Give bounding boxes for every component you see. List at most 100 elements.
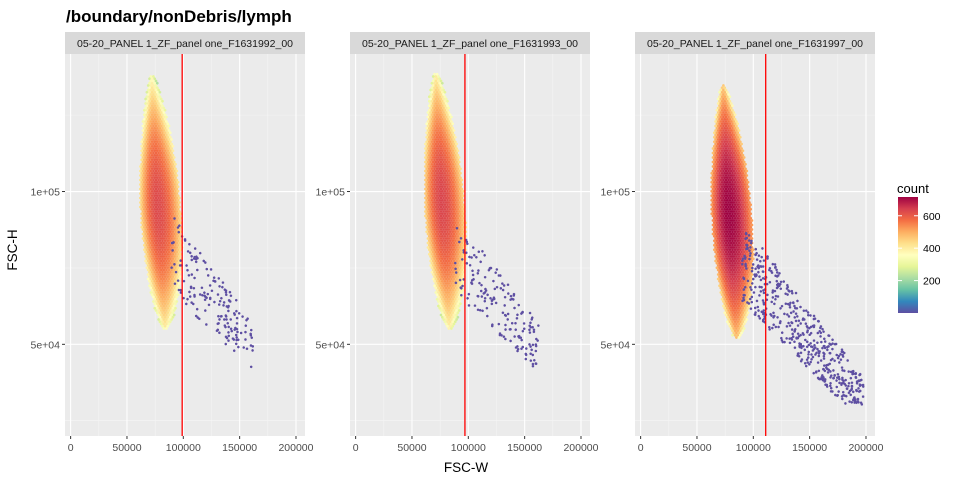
hexbin-cell (176, 252, 180, 256)
hexbin-cell (169, 180, 172, 184)
hexbin-cell (447, 142, 451, 146)
hexbin-cell (729, 228, 733, 231)
hexbin-cell (438, 293, 441, 297)
hexbin-cell (724, 124, 728, 128)
hexbin-cell (145, 162, 149, 166)
hexbin-cell (727, 174, 730, 177)
hexbin-cell (770, 314, 773, 318)
hexbin-cell (152, 187, 155, 191)
hexbin-cell (174, 167, 177, 171)
hexbin-cell (429, 138, 432, 141)
hexbin-cell (852, 390, 855, 394)
hexbin-cell (165, 277, 168, 281)
hexbin-cell (428, 198, 431, 202)
hexbin-cell (150, 252, 154, 256)
hexbin-cell (460, 282, 464, 285)
hexbin-cell (723, 288, 726, 292)
hexbin-cell (446, 293, 449, 297)
hexbin-cell (731, 104, 734, 108)
hexbin-cell (144, 151, 147, 155)
hexbin-cell (439, 304, 443, 308)
hexbin-cell (737, 183, 741, 186)
hexbin-cell (531, 343, 535, 347)
hexbin-cell (148, 167, 151, 171)
hexbin-cell (737, 255, 741, 258)
hexbin-cell (451, 194, 454, 198)
hexbin-cell (167, 192, 171, 195)
hexbin-cell (444, 268, 448, 272)
hexbin-cell (159, 322, 163, 326)
hexbin-cell (859, 383, 862, 387)
hexbin-cell (816, 361, 820, 364)
hexbin-cell (447, 228, 451, 231)
hexbin-cell (143, 221, 146, 225)
hexbin-cell (187, 273, 191, 277)
hexbin-cell (437, 165, 440, 168)
hexbin-cell (746, 252, 750, 256)
hexbin-cell (825, 366, 828, 370)
hexbin-cell (446, 104, 449, 108)
hexbin-cell (716, 111, 720, 114)
hexbin-cell (434, 246, 438, 249)
hexbin-cell (447, 111, 451, 114)
hexbin-cell (441, 162, 444, 166)
hexbin-cell (174, 243, 177, 247)
hexbin-cell (438, 95, 441, 99)
hexbin-cell (163, 203, 167, 207)
hexbin-cell (154, 111, 158, 114)
hexbin-cell (438, 288, 441, 292)
hexbin-cell (169, 275, 172, 279)
hexbin-cell (169, 293, 172, 297)
hexbin-cell (739, 266, 742, 270)
hexbin-cell (154, 142, 158, 146)
hexbin-cell (455, 246, 458, 249)
hexbin-cell (714, 147, 717, 150)
hexbin-cell (145, 104, 149, 108)
hexbin-cell (176, 189, 180, 193)
hexbin-cell (428, 117, 431, 121)
hexbin-cell (193, 276, 196, 280)
hexbin-cell (726, 239, 729, 243)
hexbin-cell (174, 234, 177, 238)
hexbin-cell (172, 178, 176, 182)
hexbin-cell (740, 196, 743, 200)
hexbin-cell (722, 129, 725, 132)
hexbin-cell (735, 268, 738, 272)
hexbin-cell (713, 207, 716, 211)
colorbar-tick-label: 400 (923, 243, 941, 255)
hexbin-cell (146, 214, 150, 218)
hexbin-cell (736, 144, 739, 148)
hexbin-cell (723, 108, 726, 112)
hexbin-cell (450, 250, 453, 254)
hexbin-cell (729, 156, 733, 159)
hexbin-cell (726, 113, 729, 117)
hexbin-cell (722, 192, 725, 195)
hexbin-cell (741, 248, 745, 252)
hexbin-cell (210, 289, 214, 293)
hexbin-cell (441, 302, 444, 306)
hexbin-cell (728, 153, 732, 157)
hexbin-cell (153, 108, 156, 112)
hexbin-cell (737, 313, 741, 317)
hexbin-cell (744, 198, 747, 202)
hexbin-cell (166, 306, 169, 310)
hexbin-cell (153, 104, 156, 108)
hexbin-cell (169, 149, 172, 153)
hexbin-cell (165, 156, 168, 159)
hexbin-cell (441, 293, 444, 297)
hexbin-cell (716, 192, 720, 195)
hexbin-cell (454, 158, 457, 162)
hexbin-cell (176, 185, 180, 189)
hexbin-cell (163, 189, 167, 193)
hexbin-cell (435, 122, 439, 126)
hexbin-cell (739, 149, 742, 153)
hexbin-cell (729, 322, 733, 326)
hexbin-cell (437, 88, 440, 92)
hexbin-cell (829, 384, 832, 388)
hexbin-cell (148, 126, 151, 130)
hexbin-cell (754, 267, 757, 271)
hexbin-cell (430, 230, 434, 234)
hexbin-cell (431, 129, 435, 132)
hexbin-cell (461, 261, 465, 265)
hexbin-cell (170, 300, 173, 303)
